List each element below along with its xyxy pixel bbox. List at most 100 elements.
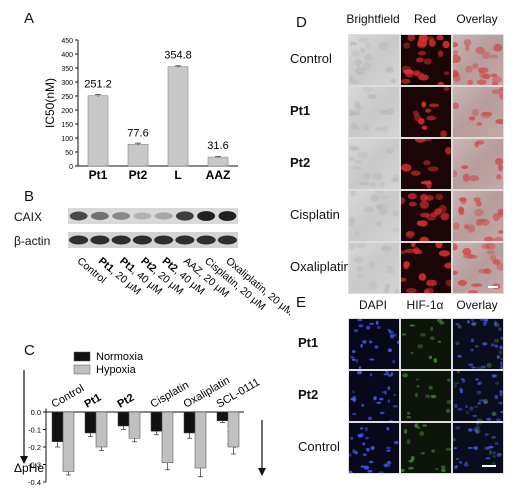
c-category-label: Pt2 — [116, 392, 137, 411]
cell — [476, 366, 483, 369]
a-value-label: 354.8 — [164, 50, 192, 62]
cell — [352, 390, 355, 393]
d-image-brightfield — [348, 242, 400, 294]
cell — [467, 320, 470, 324]
d-image-red — [400, 86, 452, 138]
cell — [500, 411, 503, 413]
cell — [435, 468, 439, 471]
cell — [479, 319, 485, 321]
d-row-label: Pt1 — [290, 103, 311, 118]
cell — [475, 220, 483, 226]
d-overlay-cells — [453, 39, 503, 85]
cell — [495, 381, 500, 385]
blot-band-actin — [217, 235, 237, 245]
e-image-0 — [348, 422, 400, 474]
cell — [437, 81, 445, 85]
cell — [418, 273, 427, 281]
cell — [375, 203, 383, 210]
blot-strip-caix — [68, 208, 238, 224]
e-image-0 — [348, 318, 400, 370]
cell — [363, 465, 370, 470]
cell — [372, 173, 383, 181]
cell — [491, 89, 502, 94]
a-y-label: IC50(nM) — [43, 78, 57, 128]
e-overlay-nuclei — [453, 423, 502, 470]
cell — [381, 391, 386, 394]
cell — [484, 319, 489, 322]
cell — [386, 449, 391, 452]
cell — [462, 173, 470, 182]
cell — [393, 393, 397, 396]
a-y-tick-label: 400 — [61, 52, 73, 59]
blot-band-caix — [133, 212, 152, 220]
cell — [486, 417, 492, 421]
d-image-brightfield — [348, 190, 400, 242]
cell — [453, 50, 459, 56]
cell — [477, 268, 489, 274]
cell — [362, 442, 366, 446]
panel-a-ic50-chart: 0 50 100 150 200 250 300 350 400 450 IC50(nM) 251.2… — [43, 38, 238, 180]
cell — [369, 322, 375, 325]
e-overlay-green — [453, 371, 500, 421]
cell — [388, 329, 392, 334]
cell — [479, 381, 483, 385]
cell — [385, 148, 394, 154]
cell — [356, 265, 363, 273]
e-column-header: Overlay — [456, 298, 498, 312]
cell — [500, 361, 503, 366]
cell — [356, 104, 363, 111]
e-dapi-nuclei — [349, 427, 399, 473]
cell — [443, 87, 450, 91]
cell — [401, 277, 407, 282]
a-y-tick-label: 150 — [61, 122, 73, 129]
cell — [349, 75, 354, 83]
cell — [500, 336, 503, 340]
cell — [375, 127, 383, 131]
cell — [406, 416, 412, 419]
cell — [494, 320, 497, 326]
cell — [375, 320, 379, 325]
cell — [435, 243, 443, 249]
cell — [389, 330, 394, 334]
cell — [417, 344, 424, 349]
a-y-tick-label: 0 — [69, 164, 73, 171]
cell — [425, 394, 431, 399]
cell — [463, 39, 472, 47]
cell — [494, 157, 503, 166]
cell — [364, 53, 372, 61]
cell — [376, 221, 382, 227]
cell — [349, 109, 355, 116]
cell — [491, 411, 496, 416]
cell — [390, 177, 399, 183]
cell — [376, 325, 381, 330]
cell — [482, 322, 487, 326]
cell — [476, 423, 483, 425]
cell — [496, 174, 502, 180]
blot-band-caix — [90, 211, 109, 221]
e-overlay-green — [453, 423, 502, 467]
cell — [358, 37, 368, 43]
cell — [469, 175, 480, 182]
cell — [497, 164, 503, 172]
cell — [498, 327, 502, 331]
cell — [442, 40, 450, 49]
cell — [472, 63, 479, 69]
cell — [433, 358, 438, 363]
d-column-header: Overlay — [456, 12, 498, 26]
cell — [389, 419, 393, 421]
cell — [486, 250, 496, 255]
cell — [493, 322, 500, 327]
cell — [359, 47, 366, 53]
cell — [416, 378, 419, 381]
c-legend-label: Normoxia — [96, 351, 144, 363]
cell — [361, 403, 365, 407]
cell — [357, 433, 362, 438]
cell — [457, 407, 463, 411]
cell — [362, 340, 367, 344]
cell — [356, 243, 366, 249]
cell — [355, 358, 359, 363]
cell — [437, 340, 442, 343]
cell — [384, 283, 391, 290]
cell — [386, 269, 396, 274]
cell — [349, 217, 355, 223]
